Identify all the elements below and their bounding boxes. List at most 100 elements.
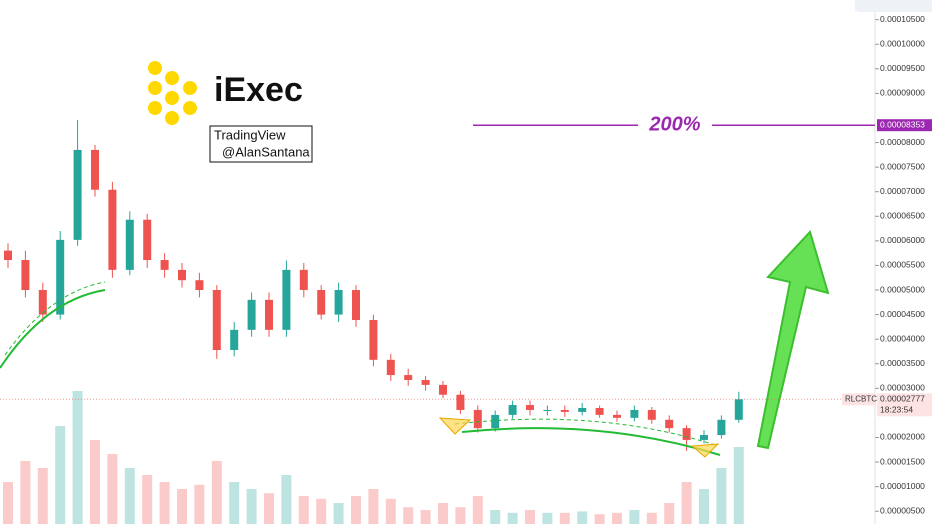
candle-body: [38, 290, 47, 315]
y-tick-label: 0.00009000: [880, 88, 925, 98]
candle-body: [56, 239, 65, 315]
candle-body: [160, 260, 169, 270]
y-tick-label: 0.00002000: [880, 432, 925, 442]
y-tick-label: 0.00007000: [880, 186, 925, 196]
candle-body: [682, 428, 691, 440]
volume-bar: [403, 507, 414, 524]
y-tick-label: 0.00003500: [880, 358, 925, 368]
volume-bar: [229, 482, 240, 524]
candle-body: [439, 384, 447, 395]
volume-bar: [716, 468, 727, 524]
volume-bar: [211, 461, 222, 524]
y-tick-label: 0.00005500: [880, 260, 925, 270]
volume-bar: [438, 503, 448, 524]
candle-body: [91, 149, 99, 190]
volume-bar: [733, 447, 744, 524]
candle-body: [73, 149, 82, 240]
volume-bar: [55, 426, 66, 524]
volume-bar: [629, 510, 640, 524]
y-tick-label: 0.00006000: [880, 235, 925, 245]
volume-bar: [159, 482, 170, 524]
y-tick-label: 0.00005000: [880, 284, 925, 294]
candle-body: [421, 379, 430, 385]
target-value: 0.00008353: [880, 119, 925, 129]
logo-text: iExec: [214, 71, 303, 109]
candle-body: [178, 269, 186, 281]
up-arrow: [756, 230, 830, 450]
candle-body: [578, 407, 587, 412]
volume-layer: [3, 391, 744, 524]
y-tick-label: 0.00006500: [880, 211, 925, 221]
candle-body: [613, 414, 621, 418]
y-tick-label: 0.00004000: [880, 333, 925, 343]
volume-bar: [455, 507, 466, 524]
volume-bar: [420, 510, 431, 524]
y-tick-label: 0.00007500: [880, 161, 925, 171]
candle-body: [526, 405, 534, 410]
candle-body: [352, 290, 360, 321]
candle-body: [195, 280, 204, 291]
volume-bar: [664, 503, 675, 524]
volume-bar: [490, 510, 501, 524]
last-value: 0.00002777: [880, 394, 925, 404]
volume-bar: [385, 498, 396, 524]
volume-bar: [351, 496, 361, 524]
candle-body: [491, 414, 500, 429]
bottom-arc-dashed: [454, 418, 716, 446]
volume-bar: [559, 512, 570, 524]
volume-bar: [264, 493, 274, 524]
candle-body: [700, 435, 708, 440]
candle-body: [282, 269, 291, 330]
annotation: 200%: [648, 113, 700, 135]
credit-box: [209, 125, 313, 163]
candle-body: [717, 419, 726, 436]
volume-bar: [333, 503, 344, 524]
y-tick-label: 0.00003000: [880, 383, 925, 393]
bottom-marker: [690, 443, 720, 458]
support-arc-dashed: [4, 281, 106, 356]
volume-bar: [281, 475, 292, 524]
y-tick-label: 0.00004500: [880, 309, 925, 319]
candle-body: [647, 409, 656, 420]
candle-body: [247, 299, 256, 330]
support-arc: [0, 289, 106, 369]
candle-body: [317, 290, 326, 315]
volume-bar: [177, 489, 187, 524]
candle-body: [456, 394, 465, 410]
candle-body: [334, 290, 343, 315]
volume-bar: [699, 489, 709, 524]
y-tick-label: 0.00000500: [880, 505, 925, 515]
candle-body: [560, 409, 569, 412]
low-value-box: [877, 0, 932, 12]
volume-bar: [594, 514, 605, 524]
volume-bar: [368, 489, 379, 524]
y-tick-label: 0.00010500: [880, 14, 925, 24]
volume-bar: [525, 510, 535, 524]
volume-bar: [72, 391, 83, 524]
candle-body: [4, 250, 12, 261]
volume-bar: [542, 512, 553, 524]
candle-body: [369, 320, 378, 360]
last-time: 18:23:54: [880, 405, 913, 415]
volume-bar: [90, 440, 100, 524]
volume-bar: [37, 468, 48, 524]
candle-body: [125, 219, 134, 270]
volume-bar: [612, 512, 622, 524]
candle-body: [630, 409, 639, 418]
candle-body: [230, 329, 239, 350]
annotation-layer: 200%: [0, 113, 875, 400]
volume-bar: [316, 498, 327, 524]
candle-body: [108, 189, 117, 270]
candle-body: [595, 407, 604, 415]
candle-body: [386, 359, 395, 376]
low-box: [858, 0, 877, 12]
credit-line: TradingView: [214, 127, 286, 142]
credit-line: @AlanSantana: [222, 144, 310, 159]
volume-bar: [20, 461, 31, 524]
candle-body: [665, 419, 674, 429]
bottom-arc: [461, 427, 721, 456]
volume-bar: [142, 475, 153, 524]
candle-body: [21, 260, 30, 291]
volume-bar: [107, 454, 118, 524]
volume-bar: [646, 512, 657, 524]
